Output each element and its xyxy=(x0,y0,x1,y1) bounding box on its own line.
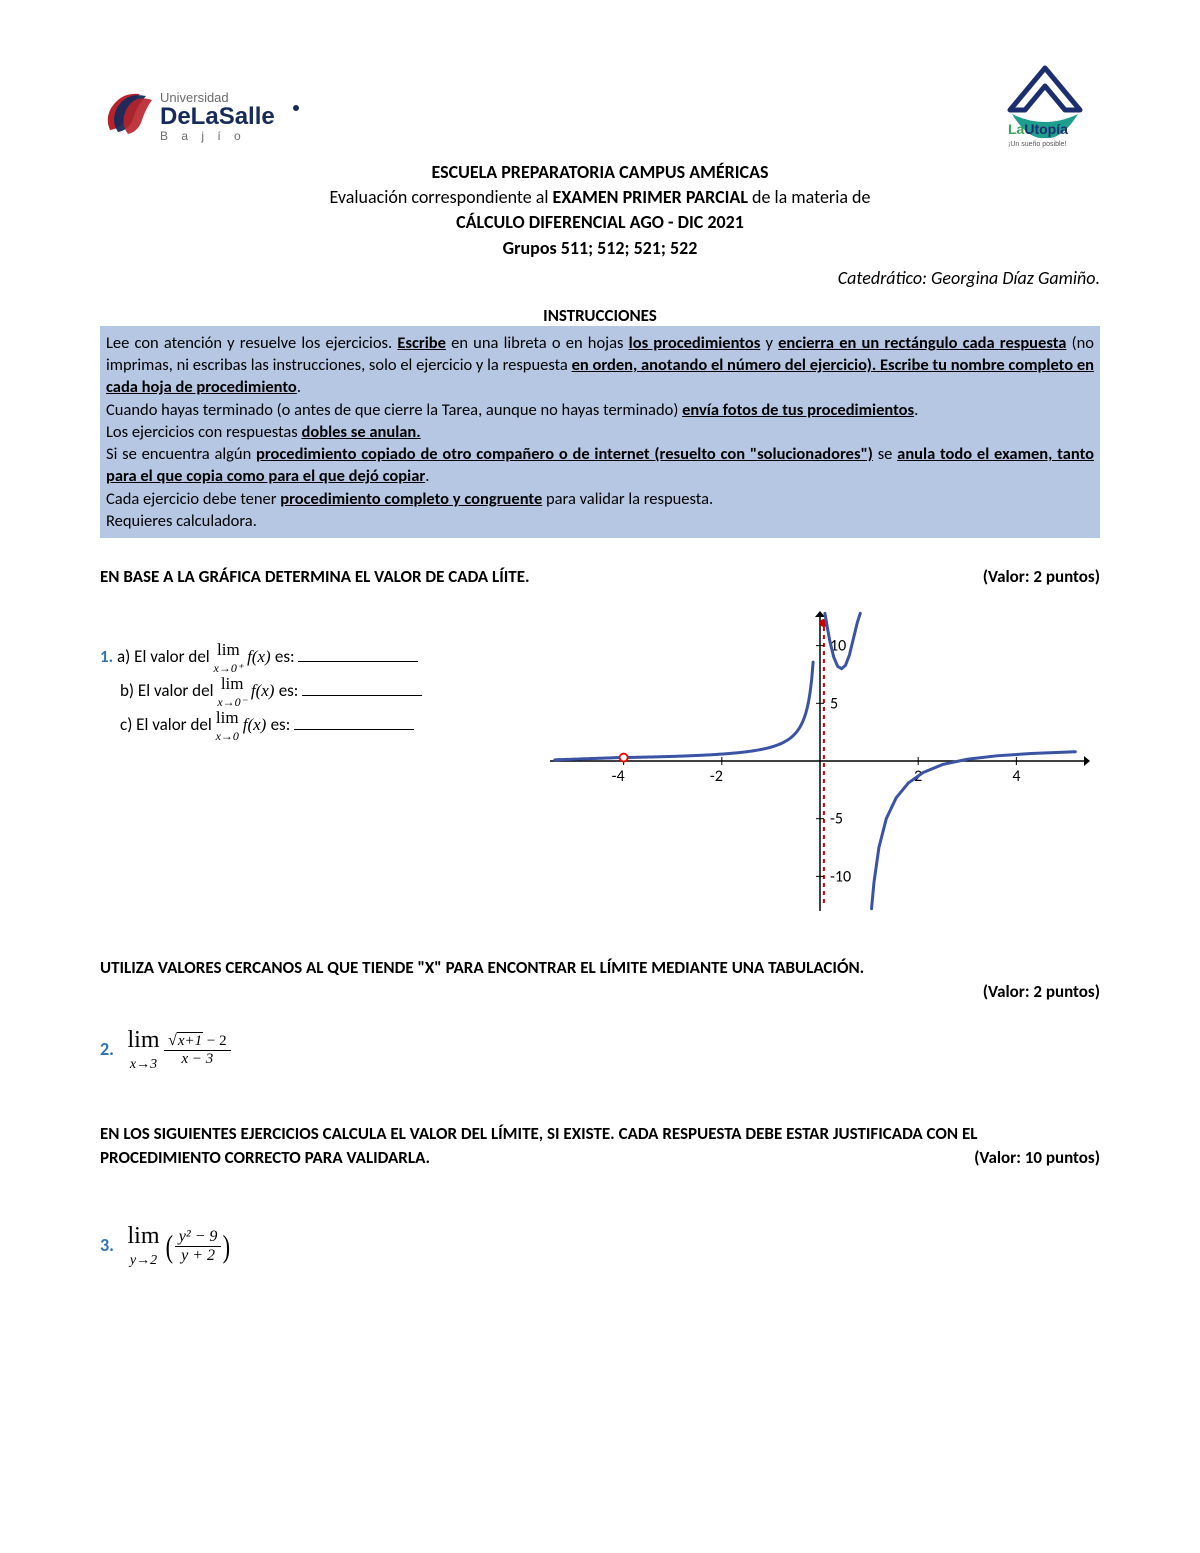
section2-head: UTILIZA VALORES CERCANOS AL QUE TIENDE "… xyxy=(100,956,1100,1004)
section1-head: EN BASE A LA GRÁFICA DETERMINA EL VALOR … xyxy=(100,566,1100,587)
svg-text:LaUtopía: LaUtopía xyxy=(1008,121,1068,137)
svg-text:-2: -2 xyxy=(710,767,723,786)
title-line2: Evaluación correspondiente al EXAMEN PRI… xyxy=(100,185,1100,210)
title-line4: Grupos 511; 512; 521; 522 xyxy=(100,236,1100,261)
lim-icon: limx→0 xyxy=(216,709,239,743)
catedratico: Catedrático: Georgina Díaz Gamiño. xyxy=(100,267,1100,289)
question-1-text: 1. a) El valor del limx→0⁺ f(x) es: b) E… xyxy=(100,611,520,743)
title-line3: CÁLCULO DIFERENCIAL AGO - DIC 2021 xyxy=(100,210,1100,235)
fraction: √x+1 − 2x − 3 xyxy=(164,1032,231,1067)
paren-icon: ) xyxy=(223,1228,230,1265)
svg-text:-4: -4 xyxy=(612,767,625,786)
section3-head: EN LOS SIGUIENTES EJERCICIOS CALCULA EL … xyxy=(100,1122,1100,1170)
lim-icon: limx→0⁻ xyxy=(217,675,247,709)
lim-icon: limx→0⁺ xyxy=(214,641,244,675)
blank-line xyxy=(298,661,418,662)
svg-text:4: 4 xyxy=(1012,767,1020,786)
question-3: 3. limy→2 ( y² − 9 y + 2 ) xyxy=(100,1224,1100,1268)
lim-icon: limy→2 xyxy=(128,1224,160,1268)
logo-left-sub: B a j í o xyxy=(160,129,246,143)
title-line1: ESCUELA PREPARATORIA CAMPUS AMÉRICAS xyxy=(100,160,1100,185)
instructions-title: INSTRUCCIONES xyxy=(100,305,1100,326)
fraction: y² − 9 y + 2 xyxy=(175,1228,222,1264)
svg-text:5: 5 xyxy=(830,694,838,713)
instructions-box: Lee con atención y resuelve los ejercici… xyxy=(100,326,1100,538)
blank-line xyxy=(302,695,422,696)
svg-text:-10: -10 xyxy=(830,868,851,887)
svg-text:-5: -5 xyxy=(830,810,843,829)
graph: -4-224-10-5510 xyxy=(550,611,1100,916)
logo-left-main: DeLaSalle xyxy=(160,103,275,130)
title-block: ESCUELA PREPARATORIA CAMPUS AMÉRICAS Eva… xyxy=(100,160,1100,261)
svg-text:¡Un sueño posible!: ¡Un sueño posible! xyxy=(1008,141,1066,148)
logo-utopia: LaUtopía ¡Un sueño posible! xyxy=(990,60,1100,150)
header-logos: Universidad DeLaSalle B a j í o LaUtopía… xyxy=(100,60,1100,150)
lim-icon: limx→3 xyxy=(128,1028,160,1072)
paren-icon: ( xyxy=(166,1228,173,1265)
question-2: 2. limx→3 √x+1 − 2x − 3 xyxy=(100,1028,1100,1072)
blank-line xyxy=(294,729,414,730)
question-1-row: 1. a) El valor del limx→0⁺ f(x) es: b) E… xyxy=(100,611,1100,916)
logo-delasalle: Universidad DeLaSalle B a j í o xyxy=(100,80,310,150)
